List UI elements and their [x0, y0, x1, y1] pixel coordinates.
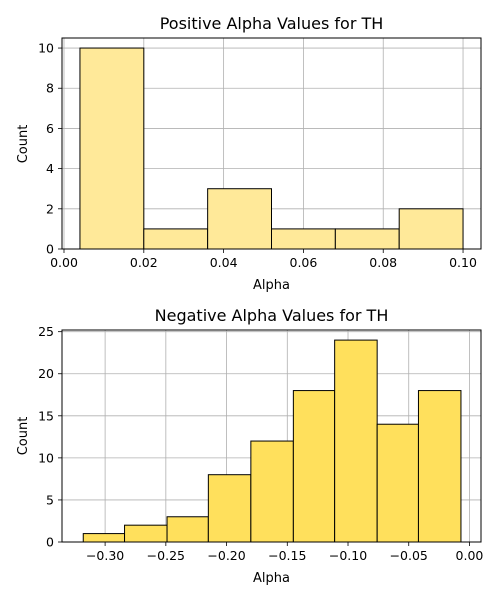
histogram-bar [376, 423, 419, 543]
x-tick-label: 0.06 [290, 255, 318, 270]
x-tick-label: −0.15 [268, 548, 306, 563]
y-axis-label: Count [16, 417, 31, 456]
histogram-bar [207, 474, 252, 543]
chart-title: Negative Alpha Values for TH [155, 306, 389, 325]
histogram-bar [143, 228, 209, 250]
x-tick-label: 0.08 [369, 255, 397, 270]
chart-title: Positive Alpha Values for TH [160, 14, 384, 33]
y-tick-label: 25 [38, 324, 54, 339]
histogram-bar [79, 47, 145, 250]
x-tick-label: 0.10 [449, 255, 477, 270]
histogram-bar [398, 208, 464, 250]
histogram-bar [124, 524, 168, 543]
x-axis-label: Alpha [253, 571, 290, 586]
x-tick-label: 0.02 [130, 255, 158, 270]
y-axis-ticks: 0 2 4 6 8 10 [38, 41, 62, 257]
histogram-bar [207, 188, 272, 250]
histogram-bars [79, 47, 464, 250]
y-tick-label: 0 [46, 535, 54, 550]
plot-frame [61, 329, 482, 543]
x-tick-label: −0.10 [329, 548, 367, 563]
histogram-bars [82, 339, 462, 543]
y-tick-label: 8 [46, 81, 54, 96]
y-tick-label: 5 [46, 492, 54, 507]
negative-alpha-histogram: Negative Alpha Values for TH −0.30 −0.25−… [16, 306, 483, 586]
histogram-bar [292, 390, 336, 543]
x-tick-label: −0.05 [390, 548, 428, 563]
histogram-bar [82, 533, 126, 543]
histogram-bar [417, 390, 462, 543]
y-tick-label: 2 [46, 201, 54, 216]
y-axis-ticks: 0 5 10 15 20 25 [38, 324, 62, 550]
histogram-bar [334, 339, 378, 543]
histogram-bar [166, 516, 209, 543]
y-tick-label: 15 [38, 408, 54, 423]
y-axis-label: Count [16, 125, 31, 164]
y-tick-label: 0 [46, 242, 54, 257]
y-tick-label: 4 [46, 161, 54, 176]
x-tick-label: −0.20 [207, 548, 245, 563]
y-tick-label: 10 [38, 41, 54, 56]
x-axis-ticks: −0.30 −0.25 −0.20 −0.15 −0.10 −0.05 0.00 [86, 542, 483, 563]
histogram-bar [250, 440, 294, 543]
x-tick-label: 0.00 [456, 548, 484, 563]
positive-alpha-histogram: Positive Alpha Values for TH 0.00 0.02 0.0… [16, 14, 482, 293]
x-axis-label: Alpha [253, 278, 290, 293]
x-tick-label: 0.04 [210, 255, 238, 270]
y-tick-label: 20 [38, 366, 54, 381]
plot-frame [61, 37, 482, 250]
y-tick-label: 10 [38, 450, 54, 465]
histogram-bar [271, 228, 336, 250]
histogram-bar [334, 228, 400, 250]
y-tick-label: 6 [46, 121, 54, 136]
x-tick-label: 0.00 [50, 255, 78, 270]
x-axis-ticks: 0.00 0.02 0.04 0.06 0.08 0.10 [50, 249, 477, 270]
x-tick-label: −0.25 [147, 548, 185, 563]
x-tick-label: −0.30 [86, 548, 124, 563]
